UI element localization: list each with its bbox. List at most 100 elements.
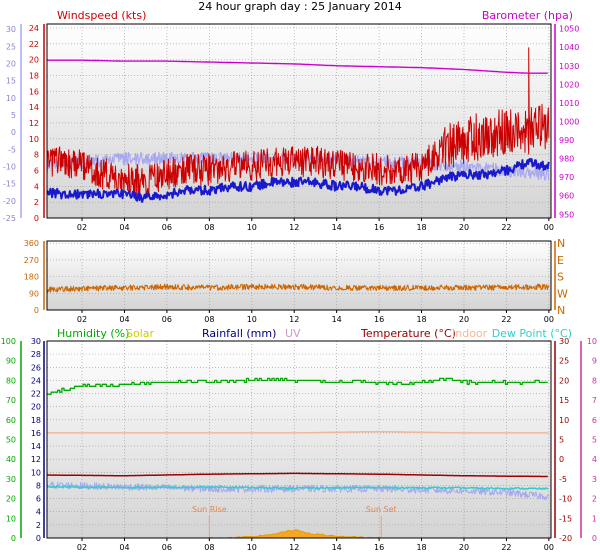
windspeed-tick-label: 14 — [29, 103, 39, 112]
uv-tick-label: 7 — [592, 396, 597, 405]
humidity-tick-label: 90 — [6, 357, 16, 366]
x-tick-label: 06 — [162, 223, 172, 232]
legend-solar: Solar — [126, 327, 155, 340]
series-barometer — [47, 59, 548, 74]
rainfall-tick-label: 12 — [31, 455, 41, 464]
compass-label: S — [557, 271, 564, 284]
rainfall-tick-label: 18 — [31, 416, 41, 425]
uv-tick-label: 3 — [592, 475, 597, 484]
uv-tick-label: 5 — [592, 436, 597, 445]
rainfall-tick-label: 24 — [31, 376, 41, 385]
humidity-tick-label: 0 — [11, 534, 16, 543]
barometer-tick-label: 1000 — [559, 117, 579, 126]
x-tick-label: 22 — [501, 223, 511, 232]
rainfall-tick-label: 0 — [36, 534, 41, 543]
humidity-tick-label: 70 — [6, 396, 16, 405]
windspeed-tick-label: 16 — [29, 87, 39, 96]
temperature-tick-label: -15 — [559, 514, 572, 523]
x-tick-label: 20 — [459, 315, 469, 324]
x-tick-label: 00 — [544, 543, 554, 552]
x-tick-label: 04 — [119, 223, 129, 232]
barometer-tick-label: 1030 — [559, 62, 579, 71]
humidity-tick-label: 50 — [6, 436, 16, 445]
x-tick-label: 20 — [459, 223, 469, 232]
wind-chill-tick-label: 15 — [6, 77, 16, 86]
x-tick-label: 08 — [204, 543, 214, 552]
series-indoor — [47, 430, 548, 434]
windspeed-tick-label: 0 — [34, 214, 39, 223]
humidity-tick-label: 10 — [6, 514, 16, 523]
uv-tick-label: 8 — [592, 376, 597, 385]
windspeed-tick-label: 6 — [34, 166, 39, 175]
rainfall-tick-label: 16 — [31, 429, 41, 438]
windspeed-tick-label: 24 — [29, 24, 39, 33]
direction-tick-label: 180 — [24, 273, 39, 282]
panel-3-background — [47, 341, 551, 538]
legend-uv: UV — [285, 327, 301, 340]
legend-temperature: Temperature (°C) — [360, 327, 456, 340]
temperature-tick-label: 30 — [559, 337, 569, 346]
legend-humidity: Humidity (%) — [57, 327, 129, 340]
uv-tick-label: 2 — [592, 495, 597, 504]
series-dew-point — [46, 485, 549, 490]
direction-tick-label: 0 — [34, 306, 39, 315]
x-tick-label: 08 — [204, 315, 214, 324]
humidity-tick-label: 60 — [6, 416, 16, 425]
wind-chill-tick-label: -20 — [3, 197, 16, 206]
x-tick-label: 10 — [247, 543, 257, 552]
temperature-tick-label: 10 — [559, 416, 569, 425]
humidity-tick-label: 20 — [6, 495, 16, 504]
wind-chill-tick-label: -25 — [3, 214, 16, 223]
series-wind-light — [46, 151, 550, 181]
windspeed-tick-label: 20 — [29, 56, 39, 65]
barometer-tick-label: 990 — [559, 136, 574, 145]
series-wind-direction — [46, 283, 550, 293]
barometer-axis-label: Barometer (hpa) — [482, 9, 573, 22]
wind-chill-tick-label: -10 — [3, 162, 16, 171]
uv-tick-label: 9 — [592, 357, 597, 366]
x-tick-label: 00 — [544, 223, 554, 232]
compass-label: E — [557, 254, 564, 267]
temperature-tick-label: -5 — [559, 475, 567, 484]
x-tick-label: 22 — [501, 543, 511, 552]
x-tick-label: 04 — [119, 315, 129, 324]
humidity-tick-label: 40 — [6, 455, 16, 464]
rainfall-tick-label: 6 — [36, 495, 41, 504]
x-tick-label: 08 — [204, 223, 214, 232]
series-windspeed — [46, 47, 550, 198]
temperature-tick-label: 0 — [559, 455, 564, 464]
windspeed-axis-label: Windspeed (kts) — [57, 9, 146, 22]
barometer-tick-label: 960 — [559, 192, 574, 201]
barometer-tick-label: 1010 — [559, 99, 579, 108]
compass-label: N — [557, 237, 565, 250]
x-tick-label: 04 — [119, 543, 129, 552]
temperature-tick-label: 5 — [559, 436, 564, 445]
x-tick-label: 20 — [459, 543, 469, 552]
barometer-tick-label: 1050 — [559, 25, 579, 34]
x-tick-label: 16 — [374, 315, 384, 324]
legend-dewpoint: Dew Point (°C) — [492, 327, 572, 340]
series-solar — [209, 529, 380, 539]
wind-chill-tick-label: -15 — [3, 180, 16, 189]
temperature-tick-label: 25 — [559, 357, 569, 366]
windspeed-tick-label: 22 — [29, 40, 39, 49]
wind-chill-tick-label: -5 — [8, 145, 16, 154]
series-wind-chill — [46, 481, 550, 501]
direction-tick-label: 90 — [29, 289, 39, 298]
x-tick-label: 14 — [332, 223, 342, 232]
x-tick-label: 18 — [416, 543, 426, 552]
barometer-tick-label: 970 — [559, 173, 574, 182]
panel-1-background — [47, 24, 551, 218]
page-title: 24 hour graph day : 25 January 2014 — [198, 0, 402, 13]
x-tick-label: 06 — [162, 315, 172, 324]
temperature-tick-label: 15 — [559, 396, 569, 405]
x-tick-label: 18 — [416, 315, 426, 324]
uv-tick-label: 4 — [592, 455, 597, 464]
rainfall-tick-label: 2 — [36, 521, 41, 530]
barometer-tick-label: 980 — [559, 155, 574, 164]
series-humidity — [47, 377, 548, 395]
x-tick-label: 02 — [77, 223, 87, 232]
x-tick-label: 00 — [544, 315, 554, 324]
wind-chill-tick-label: 0 — [11, 128, 16, 137]
compass-label: N — [557, 304, 565, 317]
